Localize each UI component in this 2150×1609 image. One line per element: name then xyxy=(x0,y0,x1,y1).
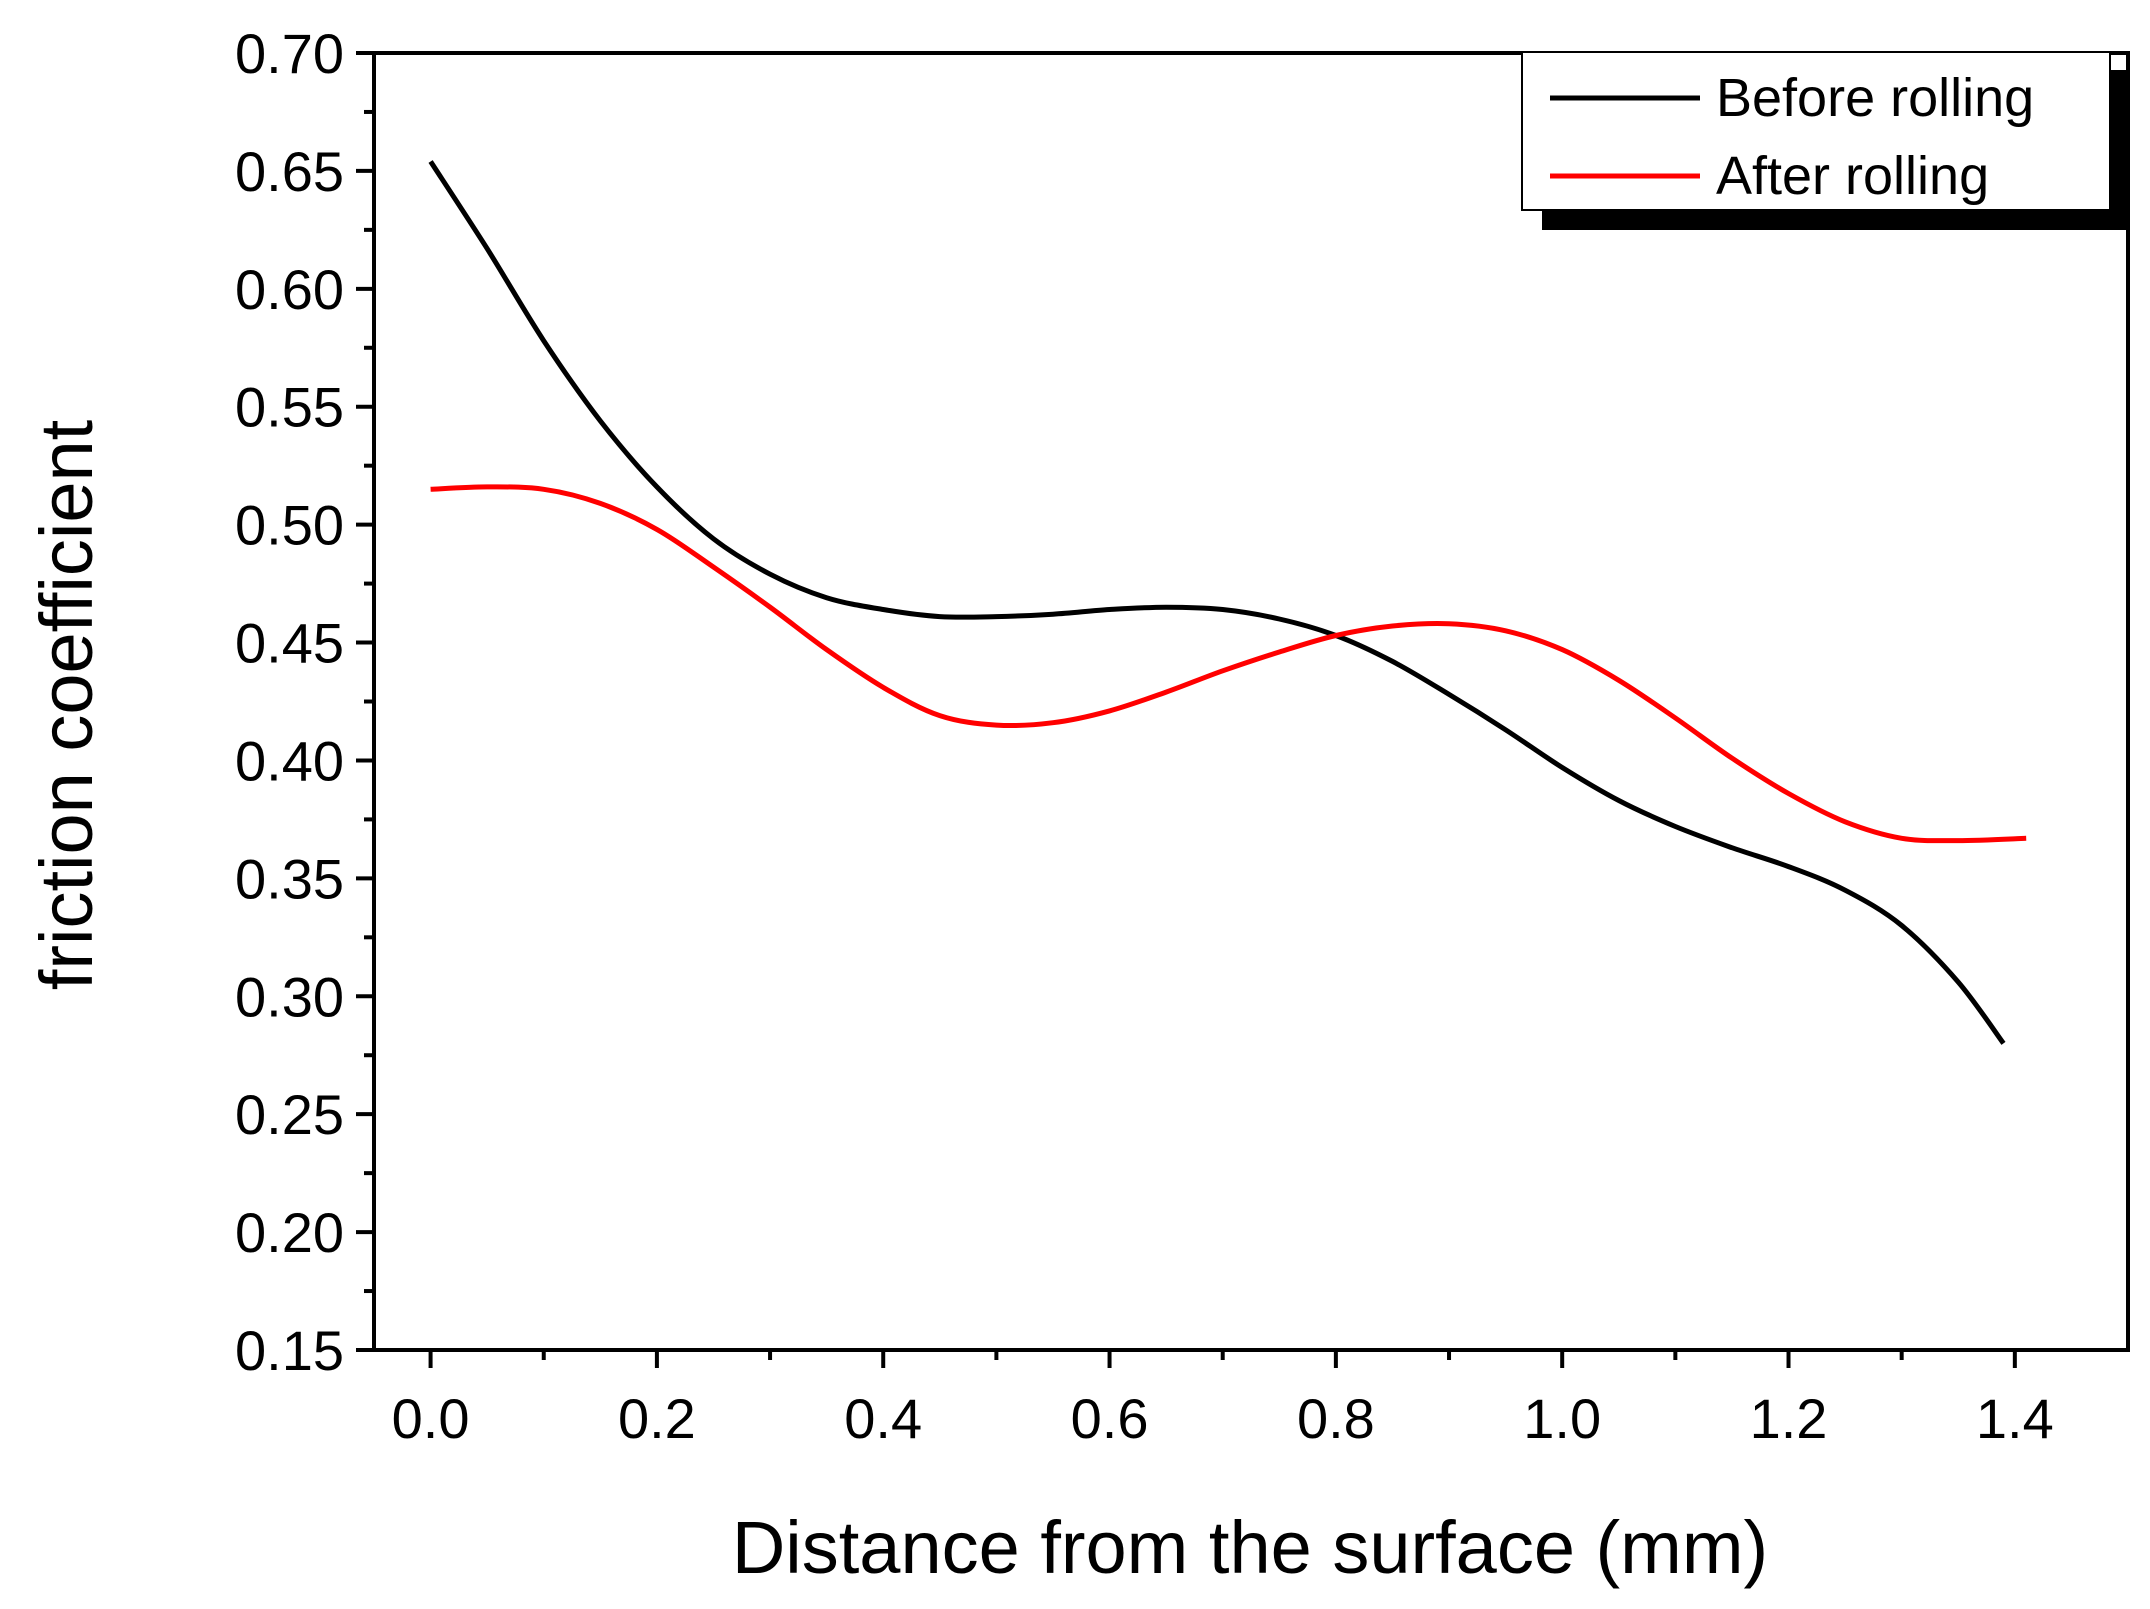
series-line-before-rolling xyxy=(428,160,2006,1045)
y-tick-label: 0.70 xyxy=(235,22,344,85)
y-tick-label: 0.25 xyxy=(235,1083,344,1146)
x-tick-label: 0.6 xyxy=(1071,1387,1149,1450)
y-tick-label: 0.20 xyxy=(235,1201,344,1264)
x-tick-label: 1.2 xyxy=(1750,1387,1828,1450)
x-tick-label: 0.0 xyxy=(392,1387,470,1450)
y-tick-label: 0.65 xyxy=(235,140,344,203)
y-axis-ticks: 0.15 0.20 0.25 0.30 0.35 0.40 0.45 0.50 0.55 0.60… xyxy=(235,22,374,1382)
y-tick-label: 0.60 xyxy=(235,258,344,321)
y-tick-label: 0.35 xyxy=(235,847,344,910)
series-line-after-rolling xyxy=(430,484,2027,844)
y-axis-label: friction coefficient xyxy=(25,419,108,990)
y-tick-label: 0.30 xyxy=(235,965,344,1028)
x-tick-label: 0.2 xyxy=(618,1387,696,1450)
series-layer xyxy=(428,160,2027,1045)
x-tick-label: 1.4 xyxy=(1976,1387,2054,1450)
legend-label-after-rolling: After rolling xyxy=(1716,146,1989,206)
y-tick-label: 0.50 xyxy=(235,494,344,557)
x-tick-label: 1.0 xyxy=(1523,1387,1601,1450)
legend: Before rolling After rolling xyxy=(1521,51,2130,230)
x-tick-label: 0.8 xyxy=(1297,1387,1375,1450)
y-tick-label: 0.45 xyxy=(235,612,344,675)
legend-box xyxy=(1521,51,2111,211)
y-tick-label: 0.55 xyxy=(235,376,344,439)
x-tick-label: 0.4 xyxy=(844,1387,922,1450)
legend-label-before-rolling: Before rolling xyxy=(1716,68,2034,128)
y-tick-label: 0.15 xyxy=(235,1319,344,1382)
y-tick-label: 0.40 xyxy=(235,729,344,792)
x-axis-label: Distance from the surface (mm) xyxy=(732,1506,1768,1589)
x-axis-ticks: 0.0 0.2 0.4 0.6 0.8 1.0 1.2 1.4 xyxy=(392,1350,2054,1450)
